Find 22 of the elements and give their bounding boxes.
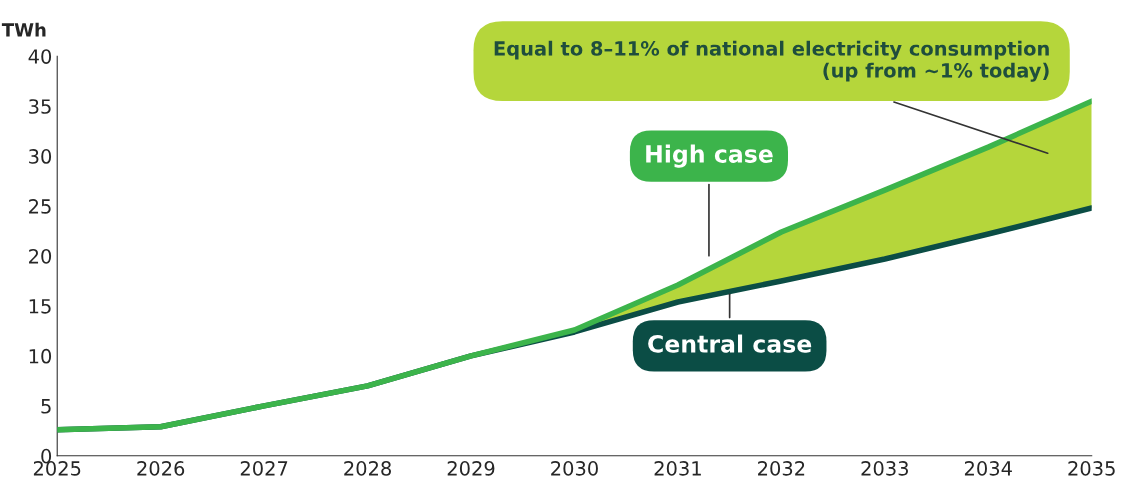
- x-tick-label: 2031: [654, 461, 701, 476]
- x-tick-label: 2032: [758, 461, 805, 476]
- y-axis-title: TWh: [1, 22, 46, 37]
- series-label: Central case: [648, 334, 812, 353]
- y-tick-label: 10: [29, 348, 52, 364]
- x-tick-label: 2035: [1068, 461, 1115, 476]
- x-tick-label: 2029: [447, 461, 495, 476]
- x-tick-label: 2034: [964, 461, 1012, 476]
- x-tick-label: 2027: [240, 461, 288, 476]
- y-tick-label: 25: [29, 199, 51, 214]
- y-tick-label: 5: [41, 399, 51, 414]
- y-tick-label: 20: [29, 248, 52, 264]
- text: High case: [646, 144, 773, 168]
- y-tick-label: 40: [28, 49, 52, 64]
- x-tick-label: 2033: [861, 461, 908, 476]
- x-tick-label: 2028: [344, 461, 391, 476]
- y-tick-label: 35: [29, 99, 51, 114]
- y-tick-label: 30: [29, 149, 52, 164]
- y-tick-label: 15: [29, 299, 51, 314]
- annotation: Equal to 8–11% of national electricity consumption (up from ~1% today): [494, 40, 1049, 82]
- x-tick-label: 2026: [137, 461, 185, 476]
- x-tick-label: 2030: [551, 461, 598, 476]
